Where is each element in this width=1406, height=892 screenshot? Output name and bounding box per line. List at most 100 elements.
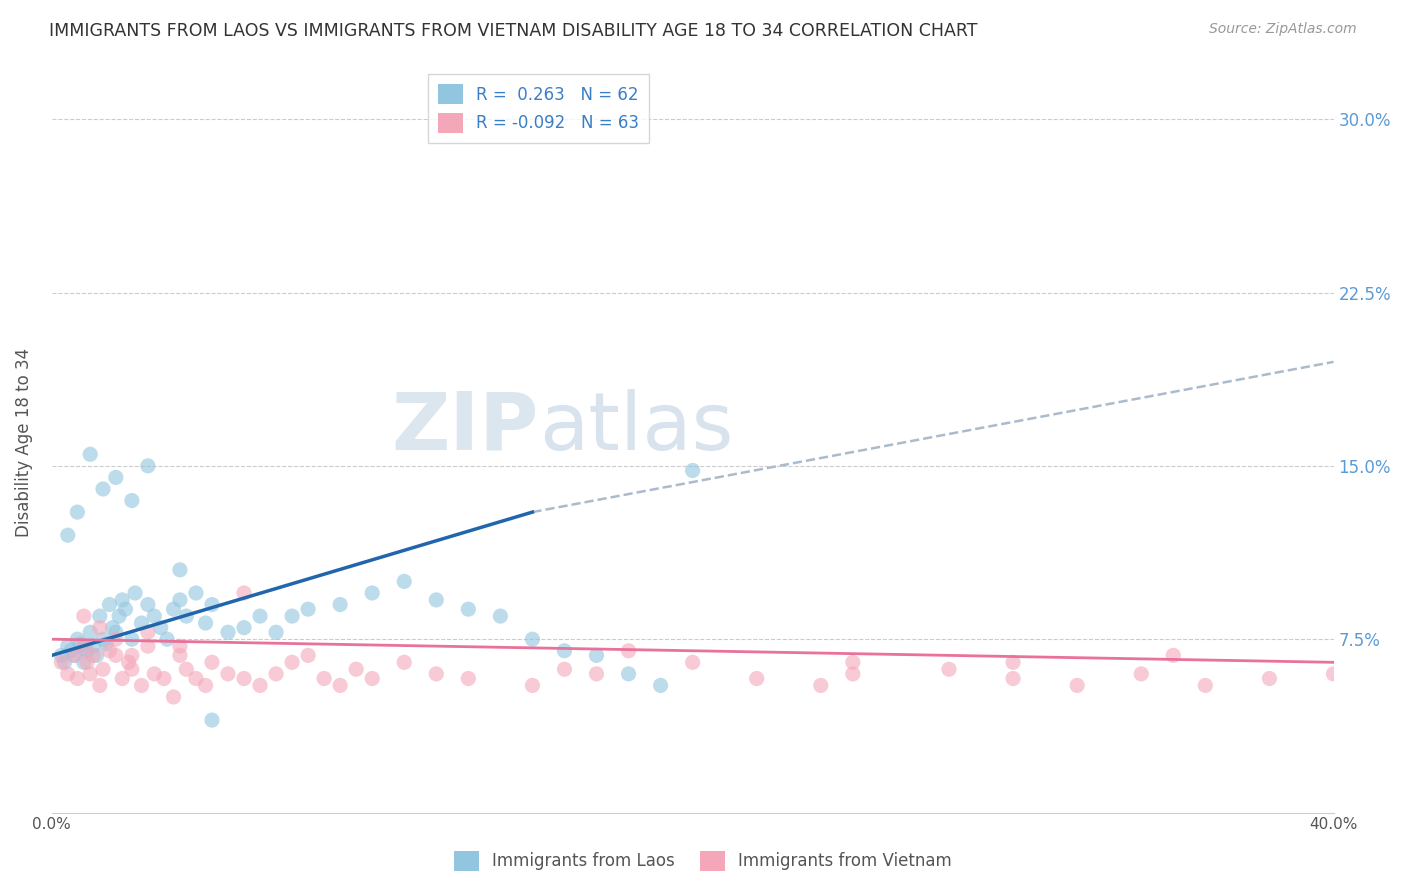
Point xyxy=(1194,678,1216,692)
Point xyxy=(51,656,73,670)
Point xyxy=(63,648,86,663)
Point xyxy=(96,637,118,651)
Point xyxy=(169,648,191,663)
Point xyxy=(91,482,114,496)
Point xyxy=(104,648,127,663)
Point xyxy=(131,678,153,692)
Point xyxy=(98,598,121,612)
Point xyxy=(425,666,447,681)
Point xyxy=(162,602,184,616)
Point xyxy=(1322,666,1344,681)
Point xyxy=(938,662,960,676)
Point xyxy=(810,678,832,692)
Point xyxy=(98,644,121,658)
Point xyxy=(66,672,89,686)
Point xyxy=(281,656,304,670)
Point xyxy=(79,666,101,681)
Point xyxy=(184,672,207,686)
Point xyxy=(101,621,124,635)
Legend: R =  0.263   N = 62, R = -0.092   N = 63: R = 0.263 N = 62, R = -0.092 N = 63 xyxy=(429,74,650,143)
Point xyxy=(425,593,447,607)
Point xyxy=(522,678,544,692)
Point xyxy=(176,662,198,676)
Point xyxy=(650,678,672,692)
Point xyxy=(314,672,336,686)
Point xyxy=(89,621,111,635)
Point xyxy=(136,625,159,640)
Legend: Immigrants from Laos, Immigrants from Vietnam: Immigrants from Laos, Immigrants from Vi… xyxy=(446,842,960,880)
Point xyxy=(66,632,89,647)
Point xyxy=(217,625,239,640)
Point xyxy=(184,586,207,600)
Point xyxy=(131,615,153,630)
Point xyxy=(121,632,143,647)
Point xyxy=(82,639,104,653)
Point xyxy=(91,662,114,676)
Text: IMMIGRANTS FROM LAOS VS IMMIGRANTS FROM VIETNAM DISABILITY AGE 18 TO 34 CORRELAT: IMMIGRANTS FROM LAOS VS IMMIGRANTS FROM … xyxy=(49,22,977,40)
Point xyxy=(329,598,352,612)
Point xyxy=(79,447,101,461)
Point xyxy=(111,672,134,686)
Point xyxy=(89,678,111,692)
Point xyxy=(73,609,96,624)
Point xyxy=(169,563,191,577)
Point xyxy=(194,678,217,692)
Point xyxy=(553,644,575,658)
Point xyxy=(124,586,146,600)
Point xyxy=(82,648,104,663)
Point xyxy=(91,632,114,647)
Point xyxy=(194,615,217,630)
Point xyxy=(585,666,607,681)
Point xyxy=(143,666,166,681)
Point xyxy=(169,593,191,607)
Point xyxy=(176,609,198,624)
Point xyxy=(73,639,96,653)
Point xyxy=(361,672,384,686)
Point xyxy=(1161,648,1184,663)
Point xyxy=(297,648,319,663)
Point xyxy=(104,625,127,640)
Point xyxy=(108,609,131,624)
Point xyxy=(264,666,287,681)
Point xyxy=(111,593,134,607)
Point xyxy=(156,632,179,647)
Point xyxy=(617,666,640,681)
Point xyxy=(201,656,224,670)
Point xyxy=(56,639,79,653)
Point xyxy=(682,463,704,477)
Point xyxy=(249,678,271,692)
Point xyxy=(842,666,865,681)
Point xyxy=(69,637,91,651)
Point xyxy=(162,690,184,704)
Text: Source: ZipAtlas.com: Source: ZipAtlas.com xyxy=(1209,22,1357,37)
Text: atlas: atlas xyxy=(538,389,733,467)
Point xyxy=(149,621,172,635)
Point xyxy=(136,639,159,653)
Point xyxy=(394,656,416,670)
Point xyxy=(1066,678,1088,692)
Point xyxy=(682,656,704,670)
Point xyxy=(73,656,96,670)
Point xyxy=(585,648,607,663)
Point xyxy=(344,662,367,676)
Point xyxy=(233,621,256,635)
Point xyxy=(121,662,143,676)
Point xyxy=(842,656,865,670)
Point xyxy=(86,648,108,663)
Text: ZIP: ZIP xyxy=(391,389,538,467)
Point xyxy=(361,586,384,600)
Point xyxy=(201,598,224,612)
Point xyxy=(1130,666,1153,681)
Point xyxy=(118,656,141,670)
Point xyxy=(143,609,166,624)
Point xyxy=(73,641,96,656)
Point xyxy=(617,644,640,658)
Point xyxy=(1258,672,1281,686)
Point xyxy=(104,470,127,484)
Point xyxy=(522,632,544,647)
Y-axis label: Disability Age 18 to 34: Disability Age 18 to 34 xyxy=(15,348,32,537)
Point xyxy=(59,644,82,658)
Point xyxy=(66,505,89,519)
Point xyxy=(553,662,575,676)
Point xyxy=(56,666,79,681)
